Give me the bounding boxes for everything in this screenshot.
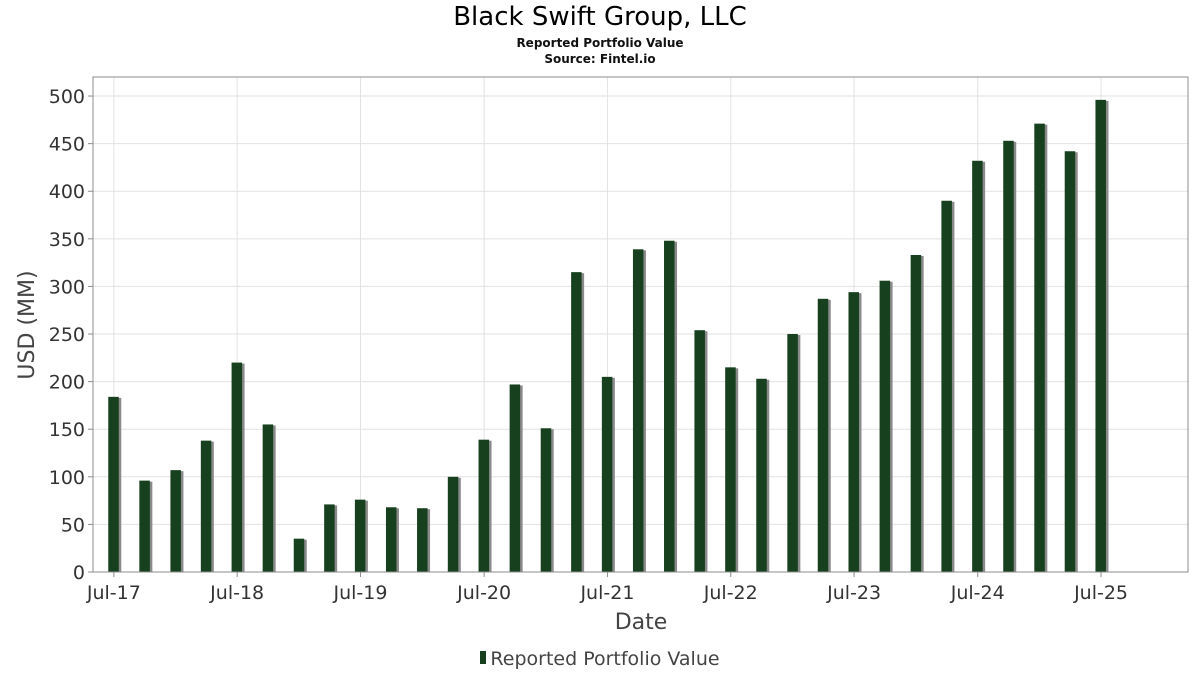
bar xyxy=(200,440,212,572)
x-tick-label: Jul-19 xyxy=(332,582,387,604)
bar xyxy=(509,384,521,572)
bar xyxy=(972,160,983,572)
y-tick-label: 400 xyxy=(49,181,85,203)
bar xyxy=(848,292,859,572)
bar xyxy=(756,378,767,572)
bar xyxy=(540,428,552,572)
y-tick-label: 300 xyxy=(49,276,85,298)
bar xyxy=(170,470,181,572)
x-tick-label: Jul-17 xyxy=(86,582,141,604)
y-tick-label: 150 xyxy=(49,419,85,441)
plot-border xyxy=(92,76,1189,573)
bar xyxy=(354,499,366,572)
x-tick-label: Jul-24 xyxy=(950,582,1005,604)
legend: Reported Portfolio Value xyxy=(0,648,1200,670)
y-tick-label: 200 xyxy=(49,372,85,394)
bar xyxy=(1095,99,1106,572)
bar xyxy=(108,396,119,572)
bar xyxy=(1064,151,1076,572)
y-tick-label: 500 xyxy=(49,86,85,108)
bar xyxy=(817,298,829,572)
bar xyxy=(385,507,397,572)
bar xyxy=(632,249,644,572)
bar xyxy=(447,476,459,572)
chart-title: Black Swift Group, LLC xyxy=(453,2,747,32)
x-tick-label: Jul-18 xyxy=(209,582,264,604)
x-axis-title: Date xyxy=(615,610,668,635)
x-tick-label: Jul-20 xyxy=(456,582,511,604)
y-tick-label: 0 xyxy=(73,562,85,584)
bar xyxy=(293,538,305,572)
bar xyxy=(879,280,891,572)
bar xyxy=(1003,140,1014,572)
x-tick-label: Jul-22 xyxy=(703,582,758,604)
y-tick-label: 50 xyxy=(61,514,85,536)
chart-subtitle: Reported Portfolio Value xyxy=(516,36,684,50)
bar xyxy=(664,240,675,572)
axis-layer: 0 50 100 150 200 250 300 350 400 450 500 Jul-17 Jul-… xyxy=(49,76,1189,604)
bar xyxy=(478,439,490,572)
bar xyxy=(324,504,335,572)
y-axis-title: USD (MM) xyxy=(15,270,40,379)
y-tick-label: 100 xyxy=(49,467,85,489)
bar xyxy=(694,330,705,572)
bar xyxy=(571,272,582,572)
bar xyxy=(941,200,952,572)
x-tick-label: Jul-23 xyxy=(826,582,881,604)
y-tick-label: 250 xyxy=(49,324,85,346)
bar xyxy=(231,362,243,572)
bar xyxy=(417,508,428,572)
bars-layer xyxy=(108,99,1109,573)
bar xyxy=(1034,123,1045,573)
x-tick-label: Jul-25 xyxy=(1073,582,1128,604)
bar xyxy=(139,480,150,572)
bar xyxy=(262,424,274,572)
bar xyxy=(725,367,736,572)
legend-swatch xyxy=(480,651,487,664)
bar xyxy=(787,334,798,572)
chart-source: Source: Fintel.io xyxy=(544,52,656,66)
bar xyxy=(910,255,922,572)
bar xyxy=(601,376,613,572)
x-tick-label: Jul-21 xyxy=(579,582,634,604)
legend-label: Reported Portfolio Value xyxy=(490,648,720,670)
y-tick-label: 450 xyxy=(49,134,85,156)
y-tick-label: 350 xyxy=(49,229,85,251)
